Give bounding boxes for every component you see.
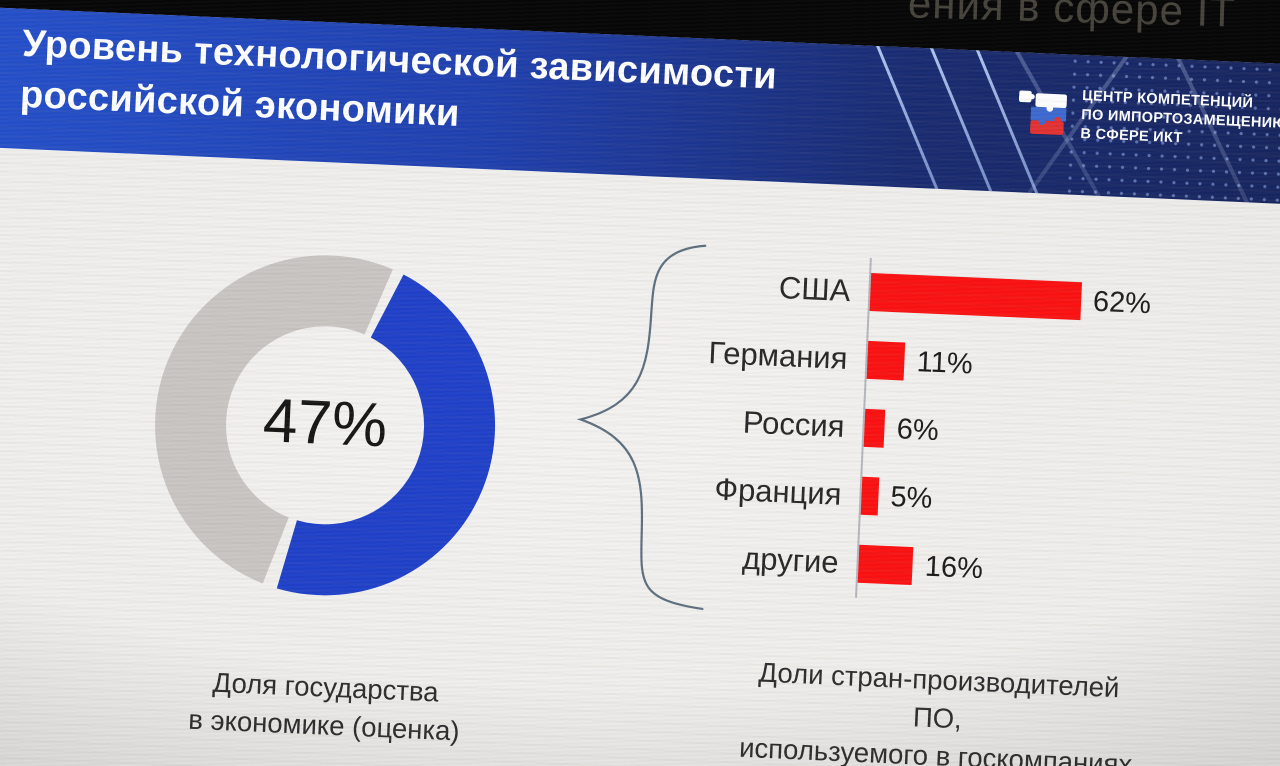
bar-rect (857, 544, 914, 586)
bar-value-label: 62% (1092, 285, 1152, 320)
bar-track: 5% (858, 461, 934, 533)
donut-segment-state-share (276, 274, 496, 596)
bar-rect (863, 408, 886, 448)
donut-caption: Доля государства в экономике (оценка) (163, 662, 486, 752)
slide-header: Уровень технологической зависимости росс… (0, 6, 1280, 207)
puzzle-flag-icon (1018, 90, 1068, 136)
presentation-slide: Уровень технологической зависимости росс… (0, 6, 1280, 766)
slide-title: Уровень технологической зависимости росс… (19, 19, 778, 154)
competence-center-logo: ЦЕНТР КОМПЕТЕНЦИЙ ПО ИМПОРТОЗАМЕЩЕНИЮ В … (1017, 84, 1280, 152)
background-screen-partial-text: ения в сфере IT (907, 0, 1237, 36)
bar-value-label: 16% (924, 550, 984, 585)
bar-rect (866, 340, 906, 381)
bar-category-label: другие (741, 540, 840, 580)
diagonal-line-decoration (867, 24, 951, 207)
bar-track: 6% (860, 393, 941, 466)
bar-category-label: США (778, 270, 852, 309)
donut-chart (155, 255, 496, 596)
curly-brace (576, 244, 707, 611)
bar-value-label: 6% (896, 412, 940, 447)
donut-segment-rest (155, 255, 393, 584)
bar-rect (860, 476, 880, 516)
bar-track: 11% (863, 325, 975, 399)
bar-rect (869, 273, 1082, 321)
bar-category-label: Германия (707, 335, 849, 377)
bar-value-label: 5% (889, 480, 934, 515)
donut-center-value: 47% (261, 386, 389, 461)
bar-track: 16% (855, 529, 985, 604)
logo-text: ЦЕНТР КОМПЕТЕНЦИЙ ПО ИМПОРТОЗАМЕЩЕНИЮ В … (1080, 87, 1280, 152)
bar-category-label: Франция (713, 471, 843, 512)
bar-value-label: 11% (916, 345, 974, 380)
bar-category-label: Россия (742, 404, 846, 444)
bar-chart-caption: Доли стран-производителей ПО, используем… (728, 652, 1148, 766)
bar-track: 62% (866, 257, 1153, 339)
bar-chart: США 62% Германия 11% Россия 6% Франция 5% другие… (655, 249, 1153, 610)
